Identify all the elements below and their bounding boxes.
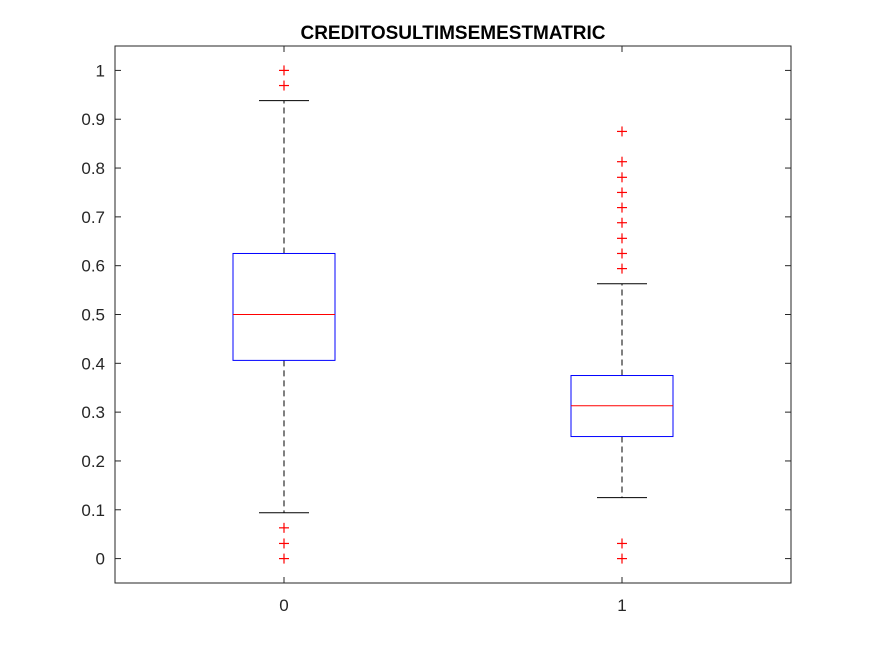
outlier-marker [617, 248, 627, 259]
outlier-marker [279, 522, 289, 533]
y-tick-label: 0.5 [81, 306, 105, 325]
y-tick-label: 0 [96, 550, 105, 569]
outlier-marker [617, 217, 627, 228]
outlier-marker [279, 538, 289, 549]
y-tick-label: 0.3 [81, 403, 105, 422]
chart-title: CREDITOSULTIMSEMESTMATRIC [300, 23, 605, 44]
outlier-marker [279, 553, 289, 564]
outlier-marker [617, 263, 627, 274]
y-tick-label: 0.1 [81, 501, 105, 520]
y-tick-label: 0.7 [81, 208, 105, 227]
outlier-marker [279, 80, 289, 91]
box-iqr [232, 252, 336, 361]
y-tick-label: 0.8 [81, 159, 105, 178]
outlier-marker [617, 538, 627, 549]
outlier-marker [279, 65, 289, 76]
outlier-marker [617, 172, 627, 183]
outlier-marker [617, 553, 627, 564]
outlier-marker [617, 187, 627, 198]
plot-area: 0 0.1 0.2 0.3 0.4 0.5 0.6 0.7 0.8 0.9 1 0 1 [81, 45, 792, 615]
y-tick-label: 1 [96, 61, 105, 80]
y-tick-label: 0.9 [81, 110, 105, 129]
x-tick-label: 1 [617, 596, 626, 615]
outlier-marker [617, 233, 627, 244]
outlier-marker [617, 126, 627, 137]
y-tick-label: 0.6 [81, 257, 105, 276]
x-tick-label: 0 [279, 596, 288, 615]
y-tick-label: 0.2 [81, 452, 105, 471]
outlier-marker [617, 156, 627, 167]
y-tick-label: 0.4 [81, 354, 105, 373]
outlier-marker [617, 202, 627, 213]
